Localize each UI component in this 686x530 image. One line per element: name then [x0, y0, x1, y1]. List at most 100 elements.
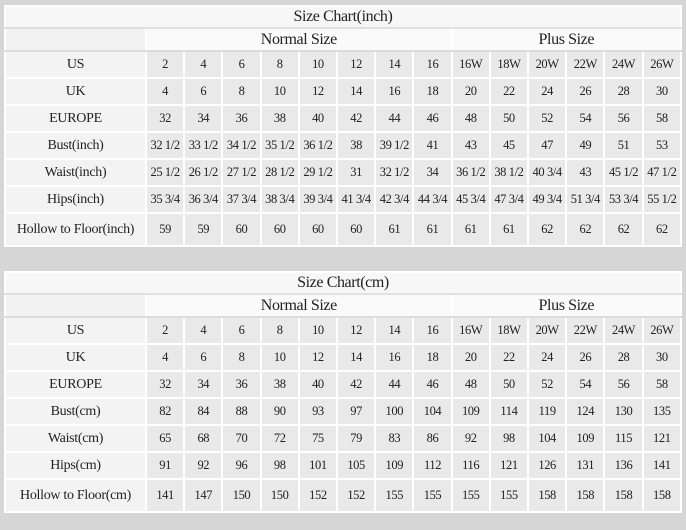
size-cell: 150 — [259, 478, 300, 513]
size-cell: 131 — [565, 451, 606, 480]
size-cell: 45 3/4 — [450, 185, 491, 214]
size-cell: 53 — [641, 131, 683, 160]
size-cell: 40 3/4 — [527, 158, 568, 187]
size-cell: 32 — [144, 104, 186, 133]
size-cell: 6 — [183, 77, 224, 106]
size-cell: 100 — [374, 397, 415, 426]
size-cell: 22 — [488, 343, 530, 372]
size-cell: 35 1/2 — [259, 131, 300, 160]
size-cell: 105 — [336, 451, 377, 480]
size-cell: 60 — [259, 212, 300, 247]
table-row: EUROPE 32 34 36 38 40 42 44 46 48 50 52 54 56 58 — [4, 104, 683, 133]
size-cell: 10 — [259, 343, 300, 372]
size-cell: 29 1/2 — [297, 158, 339, 187]
size-cell: 18 — [412, 343, 453, 372]
size-cell: 93 — [297, 397, 339, 426]
size-cell: 42 — [336, 104, 377, 133]
size-cell: 10 — [297, 316, 339, 345]
size-cell: 26W — [641, 316, 683, 345]
size-cell: 47 1/2 — [641, 158, 683, 187]
size-cell: 62 — [565, 212, 606, 247]
table-row: Hips(cm) 91 92 96 98 101 105 109 112 116 121 126 131… — [4, 451, 683, 480]
size-cell: 34 — [183, 104, 224, 133]
size-cell: 44 3/4 — [412, 185, 453, 214]
size-cell: 141 — [641, 451, 683, 480]
size-cell: 24 — [527, 343, 568, 372]
size-cell: 155 — [374, 478, 415, 513]
size-cell: 61 — [412, 212, 453, 247]
size-cell: 54 — [565, 104, 606, 133]
size-cell: 61 — [450, 212, 491, 247]
size-cell: 39 1/2 — [374, 131, 415, 160]
size-cell: 126 — [527, 451, 568, 480]
size-table: Size Chart(cm) Normal Size Plus Size US 2 4 6 8… — [4, 271, 683, 513]
size-cell: 33 1/2 — [183, 131, 224, 160]
size-cell: 58 — [641, 370, 683, 399]
size-cell: 31 — [336, 158, 377, 187]
size-cell: 65 — [144, 424, 186, 453]
size-cell: 27 1/2 — [221, 158, 262, 187]
size-cell: 26 — [565, 77, 606, 106]
size-cell: 4 — [183, 50, 224, 79]
size-cell: 72 — [259, 424, 300, 453]
size-cell: 70 — [221, 424, 262, 453]
size-cell: 45 1/2 — [603, 158, 644, 187]
size-cell: 16W — [450, 50, 491, 79]
size-cell: 62 — [527, 212, 568, 247]
size-cell: 36 1/2 — [450, 158, 491, 187]
size-cell: 61 — [374, 212, 415, 247]
size-cell: 47 3/4 — [488, 185, 530, 214]
table-row: Hollow to Floor(cm) 141 147 150 150 152 152 155… — [4, 478, 683, 513]
size-cell: 38 3/4 — [259, 185, 300, 214]
size-cell: 44 — [374, 104, 415, 133]
size-cell: 25 1/2 — [144, 158, 186, 187]
size-cell: 40 — [297, 104, 339, 133]
table-row: Waist(inch) 25 1/2 26 1/2 27 1/2 28 1/2 29 1/… — [4, 158, 683, 187]
size-cell: 62 — [641, 212, 683, 247]
size-cell: 4 — [183, 316, 224, 345]
size-cell: 83 — [374, 424, 415, 453]
row-label: UK — [4, 343, 147, 372]
size-cell: 52 — [527, 104, 568, 133]
size-cell: 24W — [603, 50, 644, 79]
size-cell: 8 — [221, 77, 262, 106]
size-cell: 20W — [527, 316, 568, 345]
size-cell: 6 — [183, 343, 224, 372]
size-cell: 20 — [450, 77, 491, 106]
size-cell: 51 3/4 — [565, 185, 606, 214]
size-cell: 59 — [183, 212, 224, 247]
table-row: Bust(inch) 32 1/2 33 1/2 34 1/2 35 1/2 36 1/2… — [4, 131, 683, 160]
size-cell: 34 — [183, 370, 224, 399]
size-cell: 4 — [144, 77, 186, 106]
size-cell: 150 — [221, 478, 262, 513]
size-cell: 155 — [488, 478, 530, 513]
size-cell: 18W — [488, 50, 530, 79]
size-cell: 114 — [488, 397, 530, 426]
size-cell: 22W — [565, 316, 606, 345]
row-label: Waist(cm) — [4, 424, 147, 453]
row-label: Hips(inch) — [4, 185, 147, 214]
size-cell: 158 — [641, 478, 683, 513]
size-cell: 12 — [336, 50, 377, 79]
corner-cell — [4, 293, 147, 318]
size-cell: 104 — [527, 424, 568, 453]
row-label: Hips(cm) — [4, 451, 147, 480]
size-cell: 79 — [336, 424, 377, 453]
normal-size-header: Normal Size — [145, 27, 453, 52]
size-cell: 60 — [336, 212, 377, 247]
size-cell: 158 — [527, 478, 568, 513]
size-cell: 22 — [488, 77, 530, 106]
size-cell: 121 — [488, 451, 530, 480]
size-cell: 32 — [144, 370, 186, 399]
size-cell: 109 — [565, 424, 606, 453]
size-cell: 56 — [603, 370, 644, 399]
size-cell: 6 — [221, 316, 262, 345]
size-cell: 34 — [412, 158, 453, 187]
size-cell: 158 — [565, 478, 606, 513]
size-cell: 49 — [565, 131, 606, 160]
table-row: US 2 4 6 8 10 12 14 16 16W 18W 20W 22W 24W 26W — [4, 316, 683, 345]
size-cell: 47 — [527, 131, 568, 160]
size-cell: 152 — [336, 478, 377, 513]
size-cell: 141 — [144, 478, 186, 513]
size-cell: 62 — [603, 212, 644, 247]
